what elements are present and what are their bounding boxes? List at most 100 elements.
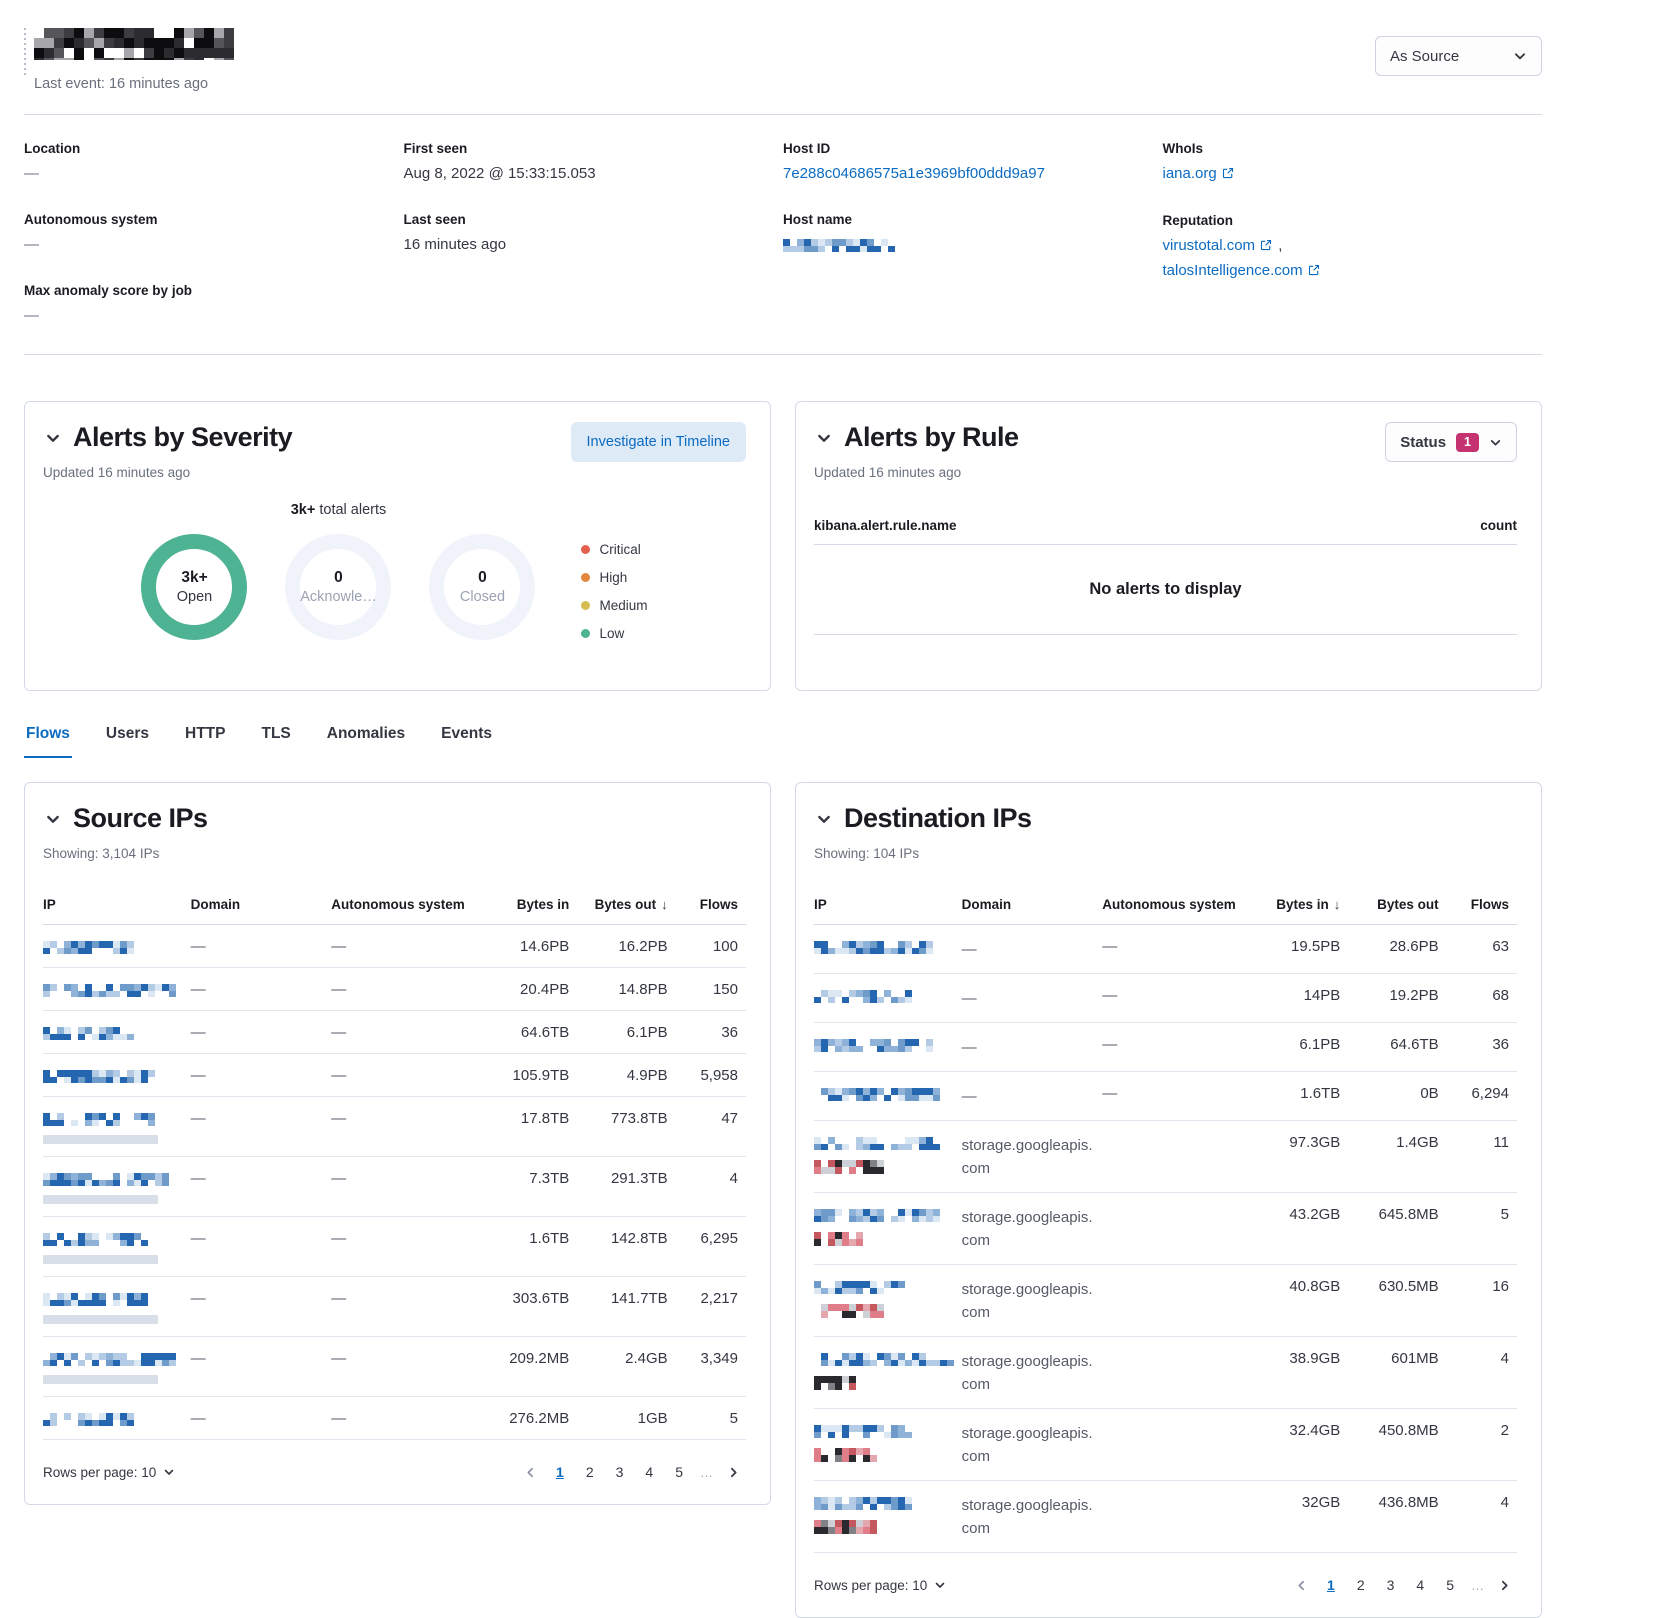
field-location: Location — (24, 141, 404, 182)
flows-cell: 3,349 (675, 1336, 746, 1397)
redacted-host-name[interactable] (783, 238, 901, 252)
column-header-bytes-in[interactable]: Bytes in (492, 887, 578, 925)
host-id-link[interactable]: 7e288c04686575a1e3969bf00ddd9a97 (783, 165, 1045, 182)
redacted-ip-link[interactable] (814, 1352, 957, 1366)
field-whois: WhoIs iana.org (1163, 141, 1543, 183)
page-1-button[interactable]: 1 (547, 1460, 573, 1484)
panel-title: Source IPs (73, 803, 208, 833)
column-header-ip[interactable]: IP (43, 887, 191, 925)
redacted-ip-link[interactable] (814, 940, 938, 954)
rows-per-page-button[interactable]: Rows per page: 10 (43, 1465, 175, 1480)
bytes-in-cell: 7.3TB (492, 1156, 578, 1217)
autonomous-system-cell (1102, 1408, 1264, 1481)
page-3-button[interactable]: 3 (1378, 1573, 1404, 1597)
page-3-button[interactable]: 3 (607, 1460, 633, 1484)
autonomous-system-cell: — (331, 1156, 493, 1217)
redacted-ip-link[interactable] (43, 1232, 150, 1246)
redacted-host-pixels (814, 1304, 884, 1318)
donut-label: Open (176, 589, 213, 605)
redacted-ip-link[interactable] (814, 1038, 934, 1052)
page-2-button[interactable]: 2 (1348, 1573, 1374, 1597)
reputation-link-talos[interactable]: talosIntelligence.com (1162, 262, 1303, 279)
tab-anomalies[interactable]: Anomalies (325, 725, 407, 758)
column-header-autonomous-system[interactable]: Autonomous system (331, 887, 493, 925)
page-2-button[interactable]: 2 (577, 1460, 603, 1484)
table-row: storage.googleapis.com 40.8GB 630.5MB 16 (814, 1264, 1517, 1337)
redacted-ip-link[interactable] (43, 1112, 162, 1126)
domain-cell: storage.googleapis.com (961, 1264, 1103, 1337)
column-header-flows[interactable]: Flows (675, 887, 746, 925)
redacted-second-line-bar (43, 1135, 158, 1144)
tab-http[interactable]: HTTP (183, 725, 227, 758)
redacted-ip-link[interactable] (814, 1496, 916, 1510)
table-row: — — 1.6TB 0B 6,294 (814, 1071, 1517, 1121)
autonomous-system-cell (1102, 1264, 1264, 1337)
chevron-right-icon[interactable] (721, 1462, 746, 1483)
tab-tls[interactable]: TLS (259, 725, 292, 758)
redacted-ip-link[interactable] (814, 1087, 945, 1101)
flows-cell: 5 (675, 1396, 746, 1440)
column-header-flows[interactable]: Flows (1446, 887, 1517, 925)
domain-cell: — (190, 924, 332, 968)
redacted-ip-link[interactable] (43, 1352, 179, 1366)
chevron-right-icon[interactable] (1492, 1575, 1517, 1596)
column-header-bytes-out[interactable]: Bytes out ↓ (577, 887, 676, 925)
investigate-in-timeline-button[interactable]: Investigate in Timeline (570, 422, 746, 462)
collapse-chevron-icon[interactable] (814, 809, 834, 829)
redacted-host-pixels (814, 1448, 882, 1462)
alerts-donut-acknowledged: 0 Acknowle… (285, 534, 392, 640)
page-4-button[interactable]: 4 (636, 1460, 662, 1484)
column-count[interactable]: count (1480, 518, 1517, 533)
autonomous-system-cell (1102, 1192, 1264, 1265)
redacted-ip-link[interactable] (814, 1280, 911, 1294)
collapse-chevron-icon[interactable] (43, 809, 63, 829)
direction-select[interactable]: As Source (1375, 36, 1542, 76)
redacted-ip-link[interactable] (814, 1136, 941, 1150)
whois-link[interactable]: iana.org (1162, 165, 1217, 182)
external-link-icon (1260, 238, 1272, 255)
column-header-domain[interactable]: Domain (190, 887, 332, 925)
rows-per-page-button[interactable]: Rows per page: 10 (814, 1578, 946, 1593)
tab-flows[interactable]: Flows (24, 725, 72, 758)
table-row: storage.googleapis.com 32.4GB 450.8MB 2 (814, 1408, 1517, 1481)
column-header-ip[interactable]: IP (814, 887, 962, 925)
column-header-bytes-out[interactable]: Bytes out (1348, 887, 1447, 925)
column-header-domain[interactable]: Domain (961, 887, 1103, 925)
chevron-left-icon[interactable] (1289, 1575, 1314, 1596)
page-4-button[interactable]: 4 (1407, 1573, 1433, 1597)
redacted-ip-link[interactable] (43, 1292, 148, 1306)
alerts-by-severity-panel: Alerts by Severity Updated 16 minutes ag… (24, 401, 771, 691)
column-header-autonomous-system[interactable]: Autonomous system (1102, 887, 1264, 925)
page-5-button[interactable]: 5 (1437, 1573, 1463, 1597)
tab-events[interactable]: Events (439, 725, 494, 758)
collapse-chevron-icon[interactable] (814, 428, 834, 448)
status-filter-button[interactable]: Status 1 (1385, 422, 1517, 462)
redacted-ip-link[interactable] (43, 940, 136, 954)
page-1-button[interactable]: 1 (1318, 1573, 1344, 1597)
tab-users[interactable]: Users (104, 725, 151, 758)
reputation-link-virustotal[interactable]: virustotal.com (1162, 237, 1256, 254)
bytes-out-cell: 14.8PB (577, 967, 676, 1011)
column-rule-name[interactable]: kibana.alert.rule.name (814, 518, 957, 533)
redacted-ip-link[interactable] (814, 989, 914, 1003)
page-5-button[interactable]: 5 (666, 1460, 692, 1484)
chevron-left-icon[interactable] (518, 1462, 543, 1483)
legend-item-critical: Critical (581, 542, 647, 557)
bytes-out-cell: 645.8MB (1348, 1192, 1447, 1265)
redacted-ip-link[interactable] (814, 1208, 946, 1222)
redacted-ip-link[interactable] (43, 1412, 147, 1426)
domain-cell: — (190, 1096, 332, 1157)
bytes-out-cell: 6.1PB (577, 1010, 676, 1054)
domain-cell: storage.googleapis.com (961, 1408, 1103, 1481)
redacted-ip-link[interactable] (43, 1026, 143, 1040)
redacted-ip-link[interactable] (43, 983, 181, 997)
collapse-chevron-icon[interactable] (43, 428, 63, 448)
flows-cell: 4 (675, 1156, 746, 1217)
redacted-ip-link[interactable] (43, 1172, 171, 1186)
redacted-ip-link[interactable] (43, 1069, 156, 1083)
bytes-in-cell: 14.6PB (492, 924, 578, 968)
column-header-bytes-in[interactable]: Bytes in ↓ (1263, 887, 1349, 925)
table-row: — — 6.1PB 64.6TB 36 (814, 1022, 1517, 1072)
pagination-ellipsis: … (1471, 1577, 1484, 1593)
redacted-ip-link[interactable] (814, 1424, 915, 1438)
